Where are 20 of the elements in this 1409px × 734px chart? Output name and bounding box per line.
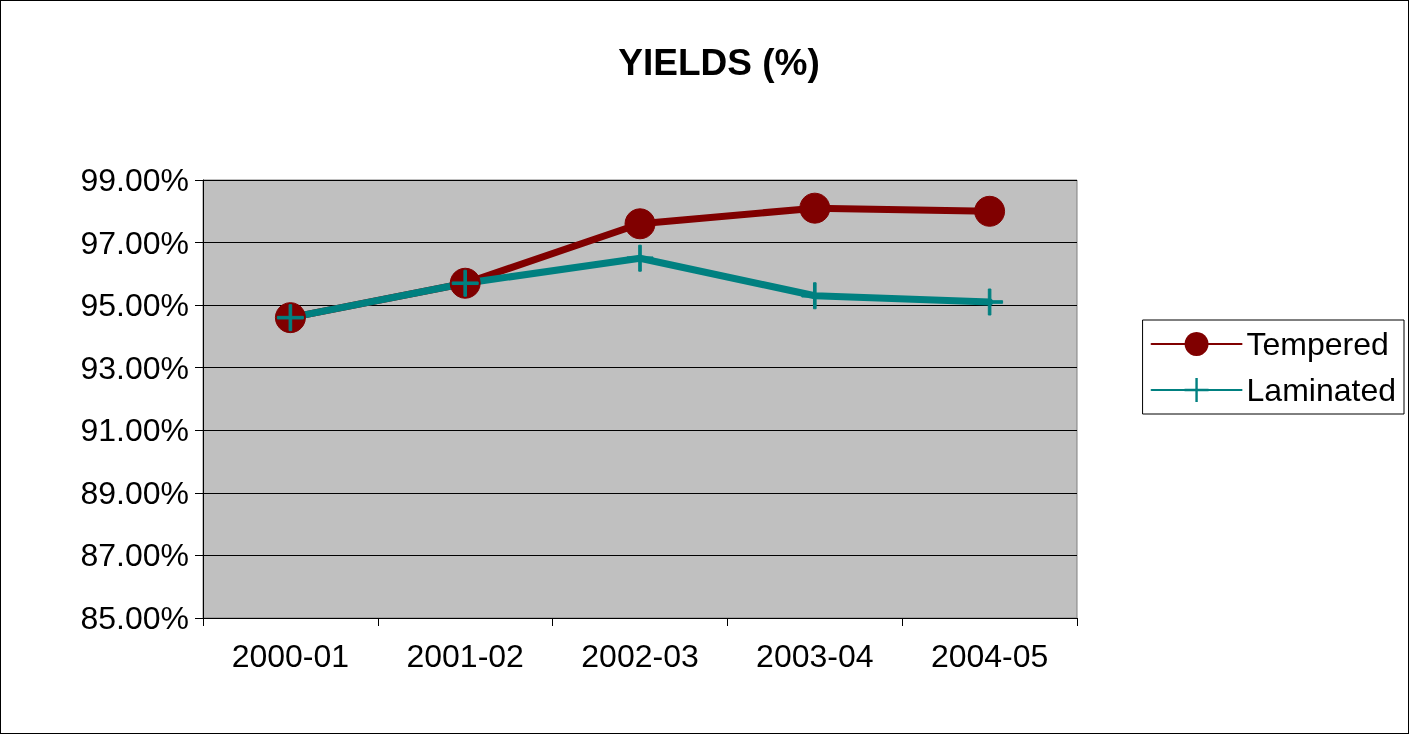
- x-tick-label: 2000-01: [231, 638, 350, 674]
- y-tick-label: 93.00%: [80, 349, 189, 386]
- point: [799, 192, 831, 224]
- y-tick-label: 99.00%: [80, 162, 189, 198]
- y-tick-label: 89.00%: [80, 474, 189, 511]
- x-tick-label: 2001-02: [406, 638, 524, 674]
- y-tick-label: 85.00%: [80, 600, 189, 636]
- point: [626, 244, 654, 272]
- x-tick-label: 2004-05: [930, 638, 1049, 674]
- y-tick-label: 91.00%: [80, 412, 189, 449]
- legend-label: Laminated: [1246, 372, 1396, 408]
- chart-title: YIELDS (%): [618, 42, 820, 83]
- x-tick-label: 2003-04: [756, 638, 874, 674]
- point: [974, 195, 1006, 227]
- point: [624, 208, 656, 240]
- legend-label: Tempered: [1246, 326, 1389, 362]
- x-tick-label: 2002-03: [581, 638, 699, 674]
- y-tick-label: 95.00%: [80, 287, 189, 324]
- y-tick-label: 97.00%: [80, 224, 189, 261]
- y-tick-label: 87.00%: [80, 537, 189, 574]
